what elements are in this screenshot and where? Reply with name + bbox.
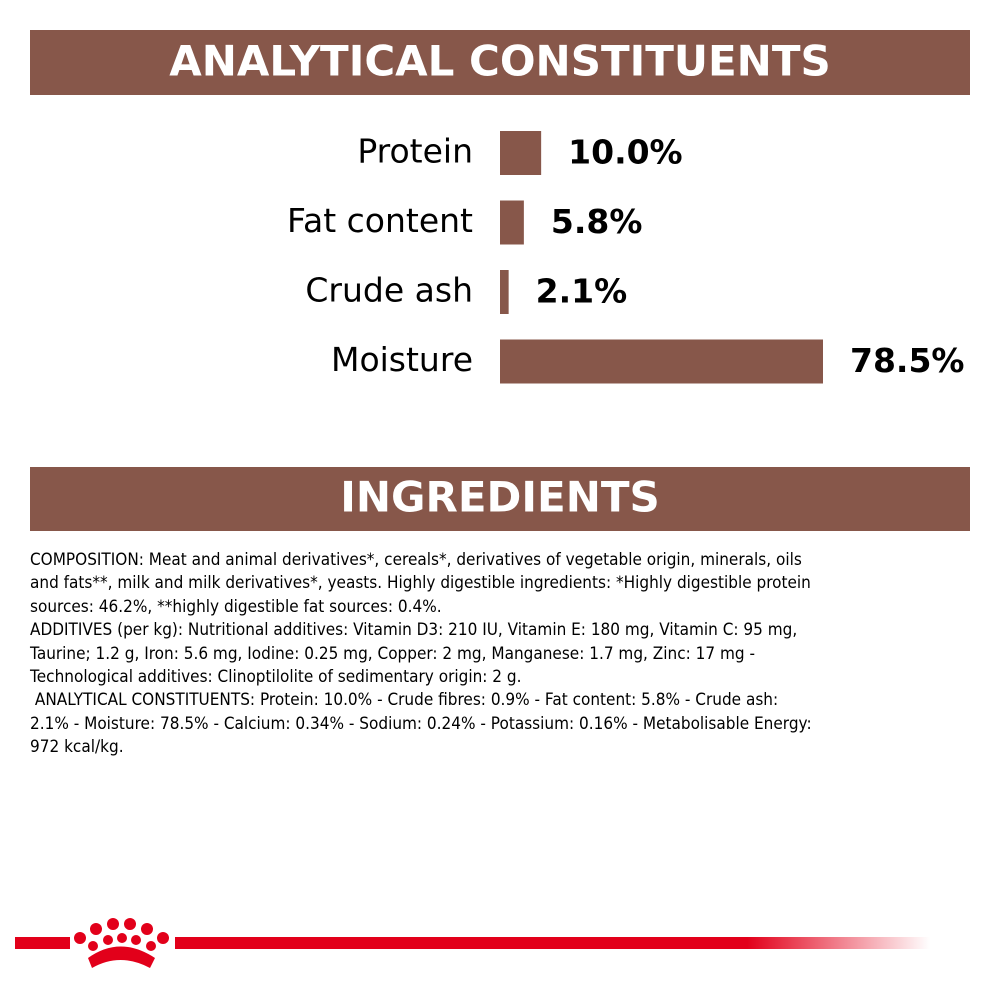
bar	[500, 339, 823, 384]
value-label: 78.5%	[850, 341, 965, 380]
ingredients-line: 2.1% - Moisture: 78.5% - Calcium: 0.34% …	[30, 713, 812, 734]
bar	[500, 131, 542, 175]
category-label: Fat content	[287, 201, 473, 240]
bar	[500, 200, 524, 245]
value-label: 5.8%	[551, 202, 643, 241]
ingredients-line: Taurine; 1.2 g, Iron: 5.6 mg, Iodine: 0.…	[30, 643, 755, 664]
ingredients-text: COMPOSITION: Meat and animal derivatives…	[30, 549, 966, 760]
ingredients-line: COMPOSITION: Meat and animal derivatives…	[30, 550, 802, 570]
category-label: Crude ash	[305, 271, 473, 310]
ingredients-line: sources: 46.2%, **highly digestible fat …	[30, 596, 442, 617]
title-band	[30, 30, 970, 95]
value-label: 10.0%	[568, 133, 683, 172]
category-label: Moisture	[331, 340, 473, 379]
ingredients-band	[30, 467, 970, 531]
brand-line	[15, 937, 930, 949]
value-label: 2.1%	[536, 272, 628, 311]
category-label: Protein	[357, 132, 473, 171]
ingredients-line: Technological additives: Clinoptilolite …	[30, 667, 522, 688]
ingredients-line: ANALYTICAL CONSTITUENTS: Protein: 10.0% …	[30, 690, 779, 711]
crown-logo	[70, 918, 175, 968]
ingredients-line: ADDITIVES (per kg): Nutritional additive…	[30, 620, 798, 641]
bar	[500, 270, 509, 314]
ingredients-line: 972 kcal/kg.	[30, 737, 124, 758]
chart-title: ANALYTICAL CONSTITUENTS	[169, 37, 830, 86]
ingredients-line: and fats**, milk and milk derivatives*, …	[30, 573, 811, 594]
ingredients-title: INGREDIENTS	[340, 473, 660, 522]
